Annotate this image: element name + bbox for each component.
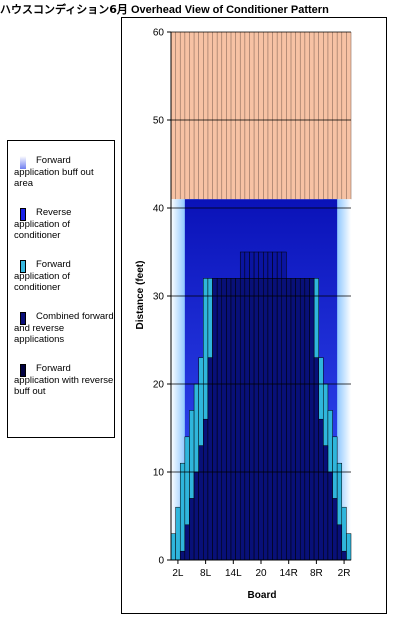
lane-area <box>171 32 351 200</box>
y-tick-label: 50 <box>153 116 165 127</box>
combined-bar <box>249 278 255 561</box>
grid-lines <box>171 31 351 473</box>
combined-bar <box>281 278 287 561</box>
combined-bar <box>263 278 269 561</box>
chart-frame <box>121 17 387 614</box>
reverse-buff-bar <box>276 251 283 279</box>
combined-bar <box>226 278 232 561</box>
chart-title: ハウスコンディション6月 Overhead View of Conditione… <box>0 1 400 17</box>
legend-swatch-reverse-buff <box>20 364 26 377</box>
y-tick-label: 30 <box>153 292 165 303</box>
lane-background <box>170 32 352 200</box>
legend-swatch-buff-out <box>20 156 26 169</box>
reverse-buff-bar <box>239 251 246 279</box>
x-tick-label: 2R <box>338 568 351 579</box>
combined-bar <box>189 498 195 561</box>
x-tick-label: 8L <box>200 568 212 579</box>
combined-bar <box>304 278 310 561</box>
combined-bar <box>221 278 227 561</box>
reverse-buff-bar <box>249 251 255 279</box>
y-axis-label: Distance (feet) <box>135 261 146 330</box>
combined-bar <box>272 278 278 561</box>
chart-title-main: Overhead View of Conditioner Pattern <box>130 4 329 16</box>
combined-bar <box>198 445 204 561</box>
legend-item-combined: Combined forward and reverse application… <box>14 311 114 346</box>
legend-swatch-combined <box>20 312 26 325</box>
combined-bar <box>341 550 347 561</box>
legend-label-forward: Forward application of conditioner <box>14 259 71 293</box>
reverse-buff-bar <box>244 251 250 279</box>
combined-bar <box>299 278 306 561</box>
combined-bar <box>253 278 259 561</box>
combined-bar <box>318 418 324 561</box>
chart-title-prefix: ハウスコンディション6月 <box>0 3 128 16</box>
x-tick-label: 8R <box>310 568 323 579</box>
legend-label-reverse-buff: Forward application with reverse buff ou… <box>14 363 114 397</box>
combined-bar <box>216 278 223 561</box>
combined-bar <box>184 524 190 561</box>
combined-bar <box>235 278 241 561</box>
combined-bar <box>327 471 333 561</box>
y-tick-label: 10 <box>153 468 165 479</box>
forward-bar <box>170 533 176 561</box>
combined-bar <box>239 278 246 561</box>
axes: 0 10 20 30 40 50 60 2L 8L 14L 20 14R 8R 2R <box>153 28 351 579</box>
combined-bar <box>290 278 296 561</box>
reverse-buff-bar <box>281 251 287 279</box>
combined-bar <box>207 357 213 561</box>
combined-bar <box>295 278 301 561</box>
x-tick-label: 14R <box>280 568 298 579</box>
legend-item-buff-out: Forward application buff out area <box>14 155 114 190</box>
reverse-buff-bar <box>272 251 278 279</box>
combined-bar <box>276 278 283 561</box>
combined-bar <box>336 524 343 561</box>
combined-bar <box>267 278 273 561</box>
legend-swatch-reverse <box>20 208 26 221</box>
forward-bar <box>179 462 186 561</box>
y-tick-label: 20 <box>153 380 165 391</box>
x-tick-label: 2L <box>172 568 184 579</box>
combined-bar <box>332 498 338 561</box>
legend: Forward application buff out area Revers… <box>7 140 115 438</box>
reverse-buff-bar <box>267 251 273 279</box>
x-axis-label: Board <box>248 590 277 601</box>
legend-label-buff-out: Forward application buff out area <box>14 155 94 189</box>
combined-bar <box>258 278 264 561</box>
combined-bar <box>323 445 329 561</box>
legend-label-reverse: Reverse application of conditioner <box>14 207 72 241</box>
x-tick-label: 20 <box>255 568 267 579</box>
legend-item-forward: Forward application of conditioner <box>14 259 114 294</box>
x-tick-label: 14L <box>225 568 242 579</box>
combined-bar <box>309 278 315 561</box>
forward-bar <box>346 533 352 561</box>
combined-bar <box>179 550 186 561</box>
legend-swatch-forward <box>20 260 26 273</box>
combined-bar <box>286 278 292 561</box>
combined-bar <box>244 278 250 561</box>
legend-item-reverse: Reverse application of conditioner <box>14 207 114 242</box>
forward-bar <box>175 506 181 561</box>
combined-bar <box>230 278 236 561</box>
reverse-buff-bar <box>253 251 259 279</box>
combined-bar <box>313 357 319 561</box>
y-tick-label: 0 <box>158 556 164 567</box>
combined-bar <box>193 471 199 561</box>
reverse-buff-bar <box>258 251 264 279</box>
combined-bar <box>212 278 218 561</box>
reverse-buff-bar <box>263 251 269 279</box>
legend-label-combined: Combined forward and reverse application… <box>14 311 114 345</box>
combined-bar <box>203 418 209 561</box>
y-tick-label: 40 <box>153 204 165 215</box>
y-tick-label: 60 <box>153 28 165 39</box>
legend-item-reverse-buff: Forward application with reverse buff ou… <box>14 363 114 398</box>
